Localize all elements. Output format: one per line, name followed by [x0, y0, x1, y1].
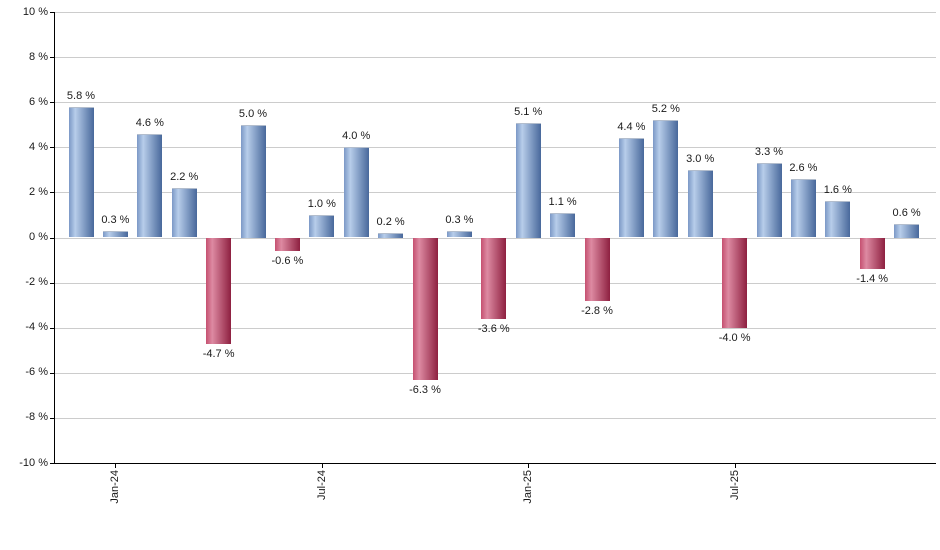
h-gridline [55, 57, 936, 59]
x-tick-mark [734, 463, 736, 468]
h-gridline [55, 12, 936, 13]
y-axis-tick [50, 57, 55, 59]
bar-positive [378, 233, 404, 238]
bar-positive [515, 122, 541, 238]
bar-positive [687, 169, 713, 238]
y-axis-label: 0 % [29, 231, 48, 243]
x-tick-label: Jan-24 [109, 470, 122, 504]
h-gridline [55, 192, 936, 194]
y-axis-label: -6 % [25, 366, 48, 379]
bar-value-label: 4.4 % [617, 121, 646, 134]
bar-value-label: 1.0 % [307, 197, 336, 210]
bar-value-label: 0.2 % [376, 216, 405, 228]
y-axis-label: -4 % [25, 321, 48, 334]
bar-value-label: 5.2 % [651, 103, 680, 116]
y-axis-tick [50, 147, 55, 149]
y-axis-label: 10 % [22, 5, 48, 18]
bar-value-label: 0.3 % [101, 213, 130, 226]
bar-value-label: -1.4 % [856, 273, 889, 286]
bar-value-label: 2.6 % [789, 161, 818, 174]
bar-negative [274, 237, 300, 251]
x-tick-mark [321, 463, 323, 468]
bar-positive [343, 147, 369, 238]
bar-value-label: 3.3 % [754, 146, 784, 159]
bar-value-label: 5.1 % [514, 105, 543, 118]
bar-value-label: 0.3 % [445, 213, 474, 226]
y-axis-tick [50, 102, 55, 104]
bar-negative [859, 237, 885, 270]
x-tick-mark [115, 463, 117, 468]
y-axis-line [54, 12, 55, 464]
y-axis-tick [50, 372, 55, 374]
bar-negative [481, 237, 507, 319]
bar-value-label: -2.8 % [581, 304, 613, 317]
bar-negative [584, 237, 610, 301]
y-axis-tick [50, 282, 55, 284]
bar-value-label: 5.0 % [238, 107, 268, 120]
x-axis-line [54, 463, 936, 464]
bar-value-label: -4.0 % [718, 331, 751, 344]
bar-value-label: 1.1 % [548, 195, 577, 208]
y-axis-label: 8 % [29, 50, 48, 63]
y-axis-label: -10 % [19, 456, 48, 469]
bar-positive [240, 124, 266, 238]
bar-value-label: 2.2 % [170, 170, 199, 183]
x-tick-label: Jul-24 [315, 470, 328, 500]
bar-value-label: 4.6 % [135, 116, 164, 129]
bar-positive [102, 230, 128, 238]
bar-value-label: -3.6 % [477, 322, 510, 335]
bar-negative [412, 237, 438, 380]
bar-positive [137, 133, 163, 238]
y-axis-tick [50, 463, 55, 464]
bar-positive [171, 187, 197, 238]
x-tick-label: Jul-25 [728, 470, 741, 500]
h-gridline [55, 327, 936, 329]
bar-positive [653, 120, 679, 238]
bar-positive [618, 138, 644, 238]
y-axis-label: 6 % [29, 95, 48, 108]
y-axis-label: -2 % [25, 276, 48, 289]
bar-positive [446, 230, 472, 238]
bar-positive [309, 214, 335, 238]
bar-value-label: 4.0 % [342, 130, 371, 143]
h-gridline [55, 417, 936, 419]
h-gridline [55, 147, 936, 149]
bar-positive [790, 178, 816, 238]
bar-negative [206, 237, 232, 344]
y-axis-label: 2 % [29, 185, 48, 198]
y-axis-tick [50, 327, 55, 329]
bar-negative [722, 237, 748, 328]
bar-positive [756, 163, 782, 238]
bar-value-label: -6.3 % [409, 383, 441, 396]
bar-value-label: 3.0 % [686, 152, 715, 165]
bar-positive [68, 106, 94, 238]
bar-positive [894, 224, 920, 238]
y-axis-label: -8 % [25, 411, 48, 424]
bar-positive [825, 201, 851, 238]
bar-value-label: -0.6 % [271, 255, 304, 267]
bar-value-label: 5.8 % [66, 89, 96, 102]
y-axis-tick [50, 192, 55, 194]
x-tick-mark [528, 463, 530, 468]
bar-value-label: 0.6 % [892, 207, 921, 219]
x-tick-label: Jan-25 [522, 470, 535, 504]
y-axis-tick [50, 237, 55, 239]
bar-value-label: 1.6 % [823, 184, 852, 197]
y-axis-tick [50, 417, 55, 419]
y-axis-label: 4 % [29, 140, 48, 153]
h-gridline [55, 102, 936, 104]
bar-value-label: -4.7 % [202, 347, 235, 360]
h-gridline [55, 372, 936, 374]
bar-positive [550, 212, 576, 238]
y-axis-tick [50, 12, 55, 13]
